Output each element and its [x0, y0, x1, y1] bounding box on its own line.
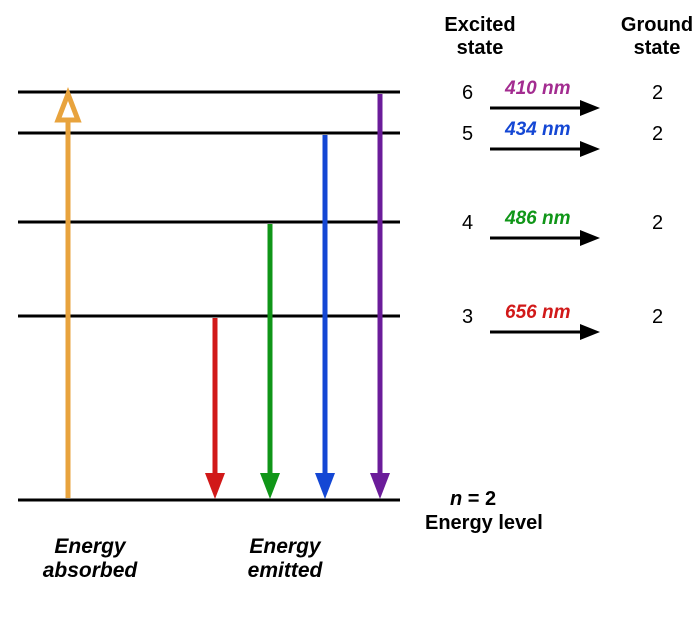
energy-diagram-svg [0, 0, 700, 618]
level-label-4: 4 [462, 212, 473, 235]
wavelength-label-6: 410 nm [505, 78, 570, 100]
emission-arrow-4-head [260, 473, 280, 499]
level-label-3: 3 [462, 306, 473, 329]
ground-state-header: Groundstate [612, 14, 700, 60]
level-label-5: 5 [462, 123, 473, 146]
energy-level-label: Energy level [425, 512, 543, 535]
level-label-6: 6 [462, 82, 473, 105]
absorption-arrow-head [58, 94, 78, 120]
emission-arrow-5-head [315, 473, 335, 499]
transition-arrow-4-head [580, 230, 600, 246]
wavelength-label-3: 656 nm [505, 302, 570, 324]
emission-arrow-3-head [205, 473, 225, 499]
ground-label-3: 2 [652, 306, 663, 329]
wavelength-label-5: 434 nm [505, 119, 570, 141]
emission-arrow-6-head [370, 473, 390, 499]
energy-absorbed-caption: Energyabsorbed [35, 535, 145, 583]
transition-arrow-3-head [580, 324, 600, 340]
transition-arrow-6-head [580, 100, 600, 116]
n-equals-2-label: n = 2 [450, 488, 496, 511]
energy-emitted-caption: Energyemitted [235, 535, 335, 583]
wavelength-label-4: 486 nm [505, 208, 570, 230]
excited-state-header: Excitedstate [435, 14, 525, 60]
ground-label-6: 2 [652, 82, 663, 105]
ground-label-5: 2 [652, 123, 663, 146]
ground-label-4: 2 [652, 212, 663, 235]
transition-arrow-5-head [580, 141, 600, 157]
